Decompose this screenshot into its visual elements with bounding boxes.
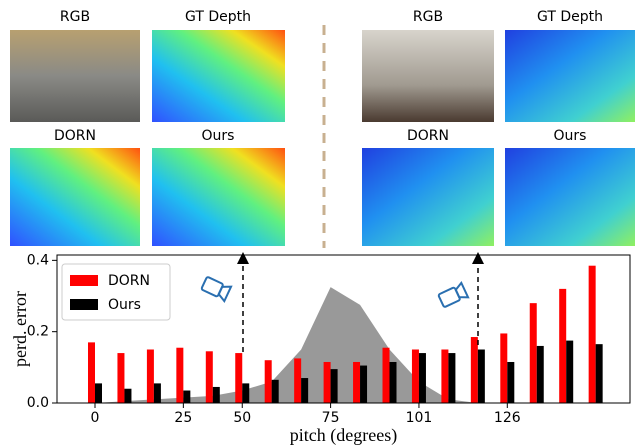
legend-swatch [70, 275, 98, 286]
legend-swatch [70, 299, 98, 310]
bar [559, 289, 566, 403]
y-tick-label: 0.4 [27, 252, 49, 268]
depth-image [505, 30, 635, 122]
image-panels: RGB GT Depth DORN Ours RGB GT Depth DORN… [10, 9, 635, 248]
figure: RGB GT Depth DORN Ours RGB GT Depth DORN… [0, 0, 635, 447]
bar [147, 350, 154, 403]
arrow-head [237, 252, 249, 264]
bar [500, 333, 507, 403]
depth-image [152, 148, 285, 246]
bar [206, 351, 213, 403]
bar [412, 350, 419, 403]
panel-label: DORN [54, 128, 96, 144]
bar [507, 362, 514, 403]
bar [324, 362, 331, 403]
bar [213, 387, 220, 403]
bar [301, 378, 308, 403]
bar [383, 348, 390, 403]
panel-label: GT Depth [537, 9, 603, 25]
bar [235, 353, 242, 403]
bar [331, 369, 338, 403]
panel-label: Ours [202, 128, 235, 144]
bar [117, 353, 124, 403]
panel-label: RGB [413, 9, 443, 25]
bar [471, 337, 478, 403]
camera-icon [438, 283, 468, 308]
bar [183, 391, 190, 403]
legend-label: DORN [108, 273, 150, 289]
bar [88, 342, 95, 403]
bar [589, 266, 596, 403]
y-axis-label: perd. error [10, 291, 30, 367]
depth-image [152, 30, 285, 122]
depth-image [10, 148, 140, 246]
bar [419, 353, 426, 403]
rgb-image [10, 30, 140, 122]
x-tick-label: 0 [91, 410, 100, 426]
x-axis-label: pitch (degrees) [290, 425, 397, 446]
x-tick-label: 126 [494, 410, 521, 426]
bar [353, 362, 360, 403]
camera-icon [201, 276, 231, 301]
bar [124, 389, 131, 403]
x-tick-label: 25 [174, 410, 192, 426]
rgb-image [362, 30, 494, 122]
depth-image [362, 148, 494, 246]
x-tick-label: 50 [233, 410, 251, 426]
panel-label: DORN [407, 128, 449, 144]
bar [265, 360, 272, 403]
bar [566, 341, 573, 403]
legend-label: Ours [108, 297, 141, 313]
bar [95, 383, 102, 403]
x-tick-label: 75 [322, 410, 340, 426]
panel-label: Ours [554, 128, 587, 144]
panel-label: RGB [60, 9, 90, 25]
panel-label: GT Depth [185, 9, 251, 25]
depth-image [505, 148, 635, 246]
bar [478, 350, 485, 403]
bar [390, 362, 397, 403]
arrow-head [472, 252, 484, 264]
bar [176, 348, 183, 403]
bar [154, 383, 161, 403]
bar [448, 353, 455, 403]
y-tick-label: 0.0 [27, 395, 49, 411]
bar [441, 350, 448, 403]
bar [530, 303, 537, 403]
bar [242, 383, 249, 403]
bar [272, 380, 279, 403]
bar [537, 346, 544, 403]
bar [294, 358, 301, 403]
bar [596, 344, 603, 403]
x-tick-label: 101 [406, 410, 433, 426]
bar [360, 366, 367, 403]
